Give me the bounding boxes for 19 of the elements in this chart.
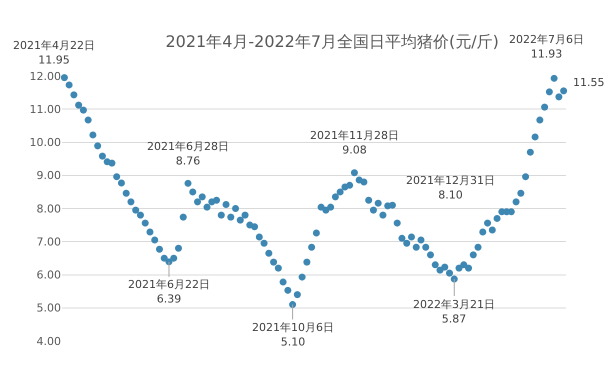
annotation: 2021年6月28日 8.76 — [147, 140, 229, 168]
annotation: 2022年7月6日 11.93 — [509, 33, 584, 60]
chart-title: 2021年4月-2022年7月全国日平均猪价(元/斤) — [165, 32, 499, 52]
y-tick-label: 6.00 — [36, 268, 61, 282]
annotation: 2021年10月6日 5.10 — [252, 321, 334, 348]
y-tick-label: 4.00 — [36, 334, 61, 348]
y-tick-label: 11.00 — [30, 102, 61, 116]
y-tick-label: 5.00 — [36, 302, 61, 315]
y-tick-label: 9.00 — [36, 169, 61, 182]
annotation: 2021年11月28日 9.08 — [310, 129, 399, 156]
y-tick-label: 12.00 — [30, 70, 61, 83]
annotation: 2022年3月21日 5.87 — [413, 298, 495, 326]
text: 2021年4月22日 11.95 — [13, 39, 95, 66]
text: 11.55 — [573, 76, 604, 89]
y-tick-label: 10.00 — [30, 136, 61, 150]
y-tick-label: 8.00 — [36, 202, 61, 216]
annotation: 2021年6月22日 6.39 — [128, 278, 210, 306]
y-tick-label: 7.00 — [36, 235, 61, 248]
annotation: 2021年12月31日 8.10 — [406, 174, 495, 202]
